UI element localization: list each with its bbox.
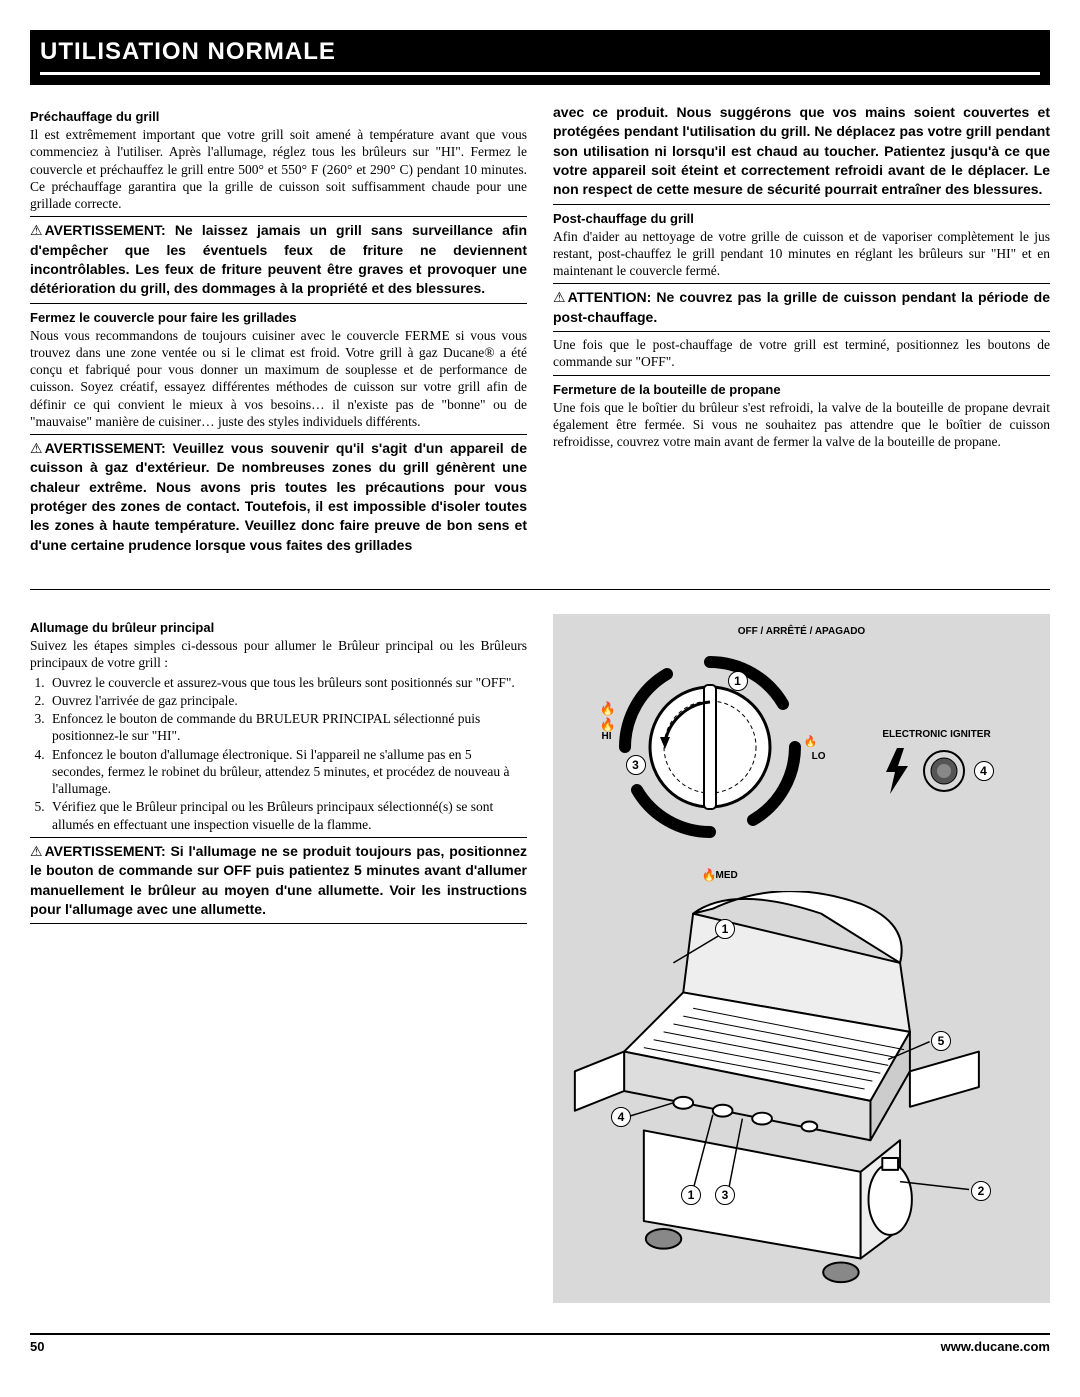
- section-divider: [30, 589, 1050, 590]
- subhead-closetank: Fermeture de la bouteille de propane: [553, 382, 1050, 397]
- warning-nocover: ⚠ATTENTION: Ne couvrez pas la grille de …: [553, 288, 1050, 327]
- flame-icon: 🔥: [702, 868, 717, 883]
- rule: [553, 375, 1050, 376]
- rule: [553, 331, 1050, 332]
- page-number: 50: [30, 1339, 44, 1354]
- callout-3: 3: [626, 755, 646, 775]
- lightning-icon: [880, 746, 914, 796]
- preheat-text: Il est extrêmement important que votre g…: [30, 126, 527, 212]
- step-4: Enfoncez le bouton d'allumage électroniq…: [48, 746, 527, 798]
- top-columns: Préchauffage du grill Il est extrêmement…: [30, 103, 1050, 559]
- diagram-panel: OFF / ARRÊTÉ / APAGADO: [553, 614, 1050, 1303]
- closetank-text: Une fois que le boîtier du brûleur s'est…: [553, 399, 1050, 451]
- footer-url: www.ducane.com: [941, 1339, 1050, 1354]
- postheat-off-text: Une fois que le post-chauffage de votre …: [553, 336, 1050, 371]
- med-label: MED: [716, 870, 738, 881]
- off-label: OFF / ARRÊTÉ / APAGADO: [565, 626, 1038, 637]
- warning-nocover-text: ATTENTION: Ne couvrez pas la grille de c…: [553, 289, 1050, 324]
- rule: [30, 434, 527, 435]
- top-left-column: Préchauffage du grill Il est extrêmement…: [30, 103, 527, 559]
- bottom-columns: Allumage du brûleur principal Suivez les…: [30, 614, 1050, 1303]
- grill-callout-4: 4: [611, 1107, 631, 1127]
- postheat-text: Afin d'aider au nettoyage de votre grill…: [553, 228, 1050, 280]
- rule: [553, 204, 1050, 205]
- igniter-button-icon: [922, 749, 966, 793]
- subhead-postheat: Post-chauffage du grill: [553, 211, 1050, 226]
- page-title: UTILISATION NORMALE: [40, 38, 1040, 75]
- subhead-preheat: Préchauffage du grill: [30, 109, 527, 124]
- rule: [30, 923, 527, 924]
- flame-icon: 🔥: [804, 735, 818, 748]
- grill-svg: [565, 891, 1038, 1291]
- ignition-steps: Ouvrez le couvercle et assurez-vous que …: [30, 674, 527, 833]
- step-5: Vérifiez que le Brûleur principal ou les…: [48, 798, 527, 833]
- warning-outdoor: ⚠AVERTISSEMENT: Veuillez vous souvenir q…: [30, 439, 527, 555]
- lo-label: LO: [812, 751, 826, 762]
- warning-icon: ⚠: [553, 288, 566, 307]
- knob-diagram: 🔥🔥 🔥 🔥 HI LO MED 1 3: [610, 647, 840, 877]
- flame-icon: 🔥🔥: [600, 701, 616, 733]
- ignition-intro: Suivez les étapes simples ci-dessous pou…: [30, 637, 527, 672]
- warning-manual-light-text: AVERTISSEMENT: Si l'allumage ne se produ…: [30, 843, 527, 917]
- callout-4: 4: [974, 761, 994, 781]
- subhead-closelid: Fermez le couvercle pour faire les grill…: [30, 310, 527, 325]
- subhead-ignition: Allumage du brûleur principal: [30, 620, 527, 635]
- rule: [30, 303, 527, 304]
- page-footer: 50 www.ducane.com: [30, 1333, 1050, 1354]
- knob-svg: [610, 647, 810, 847]
- grill-callout-1-lid: 1: [715, 919, 735, 939]
- warning-continuation: avec ce produit. Nous suggérons que vos …: [553, 103, 1050, 200]
- rule: [30, 837, 527, 838]
- bottom-right-column: OFF / ARRÊTÉ / APAGADO: [553, 614, 1050, 1303]
- title-bar: UTILISATION NORMALE: [30, 30, 1050, 85]
- page-root: UTILISATION NORMALE Préchauffage du gril…: [0, 0, 1080, 1378]
- rule: [553, 283, 1050, 284]
- grill-callout-2: 2: [971, 1181, 991, 1201]
- grill-illustration: 1 5 4 1 3 2: [565, 891, 1038, 1291]
- warning-icon: ⚠: [30, 439, 43, 458]
- warning-icon: ⚠: [30, 221, 43, 240]
- warning-icon: ⚠: [30, 842, 43, 861]
- hi-label: HI: [602, 731, 612, 742]
- top-right-column: avec ce produit. Nous suggérons que vos …: [553, 103, 1050, 559]
- warning-manual-light: ⚠AVERTISSEMENT: Si l'allumage ne se prod…: [30, 842, 527, 919]
- grill-callout-5: 5: [931, 1031, 951, 1051]
- step-2: Ouvrez l'arrivée de gaz principale.: [48, 692, 527, 709]
- warning-outdoor-text: AVERTISSEMENT: Veuillez vous souvenir qu…: [30, 440, 527, 553]
- step-1: Ouvrez le couvercle et assurez-vous que …: [48, 674, 527, 691]
- bottom-left-column: Allumage du brûleur principal Suivez les…: [30, 614, 527, 1303]
- rule: [30, 216, 527, 217]
- grill-callout-1-knob: 1: [681, 1185, 701, 1205]
- warning-unattended-text: AVERTISSEMENT: Ne laissez jamais un gril…: [30, 222, 527, 296]
- warning-unattended: ⚠AVERTISSEMENT: Ne laissez jamais un gri…: [30, 221, 527, 298]
- step-3: Enfoncez le bouton de commande du BRULEU…: [48, 710, 527, 745]
- igniter-diagram: ELECTRONIC IGNITER 4: [880, 729, 994, 796]
- igniter-label: ELECTRONIC IGNITER: [882, 729, 990, 740]
- callout-1: 1: [728, 671, 748, 691]
- closelid-text: Nous vous recommandons de toujours cuisi…: [30, 327, 527, 431]
- grill-callout-3: 3: [715, 1185, 735, 1205]
- knob-igniter-row: 🔥🔥 🔥 🔥 HI LO MED 1 3 ELECTRONIC IGNITER: [565, 641, 1038, 891]
